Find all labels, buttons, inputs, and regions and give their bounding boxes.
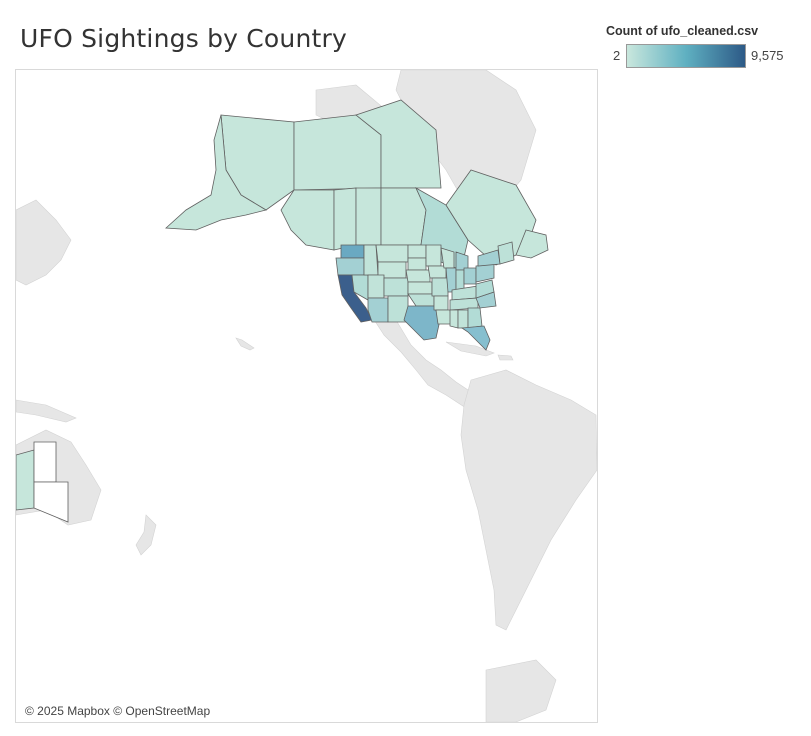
state-new-england xyxy=(497,241,515,265)
map-canvas[interactable] xyxy=(16,70,597,722)
land-indonesia xyxy=(16,399,77,423)
chart-title: UFO Sightings by Country xyxy=(20,24,347,53)
state-virginia xyxy=(475,279,495,299)
land-asia xyxy=(16,199,72,286)
state-missouri xyxy=(431,277,449,297)
region-saskatchewan xyxy=(355,187,382,246)
region-alberta xyxy=(333,187,357,251)
legend-scale: 2 9,575 xyxy=(606,44,811,68)
map-view[interactable]: © 2025 Mapbox © OpenStreetMap xyxy=(15,69,598,723)
region-nunavut xyxy=(355,99,442,189)
region-australia-sa xyxy=(33,481,69,523)
legend-max-label: 9,575 xyxy=(751,48,784,63)
region-australia xyxy=(16,441,69,523)
state-utah xyxy=(367,274,385,299)
state-illinois xyxy=(445,267,457,293)
land-cuba xyxy=(445,341,495,357)
color-legend: Count of ufo_cleaned.csv 2 9,575 xyxy=(606,24,806,68)
state-montana xyxy=(375,244,409,263)
state-arkansas xyxy=(433,295,449,311)
state-colorado xyxy=(383,277,409,297)
land-antarctica xyxy=(485,659,557,722)
state-mississippi xyxy=(449,309,459,329)
state-texas xyxy=(403,305,441,341)
state-nebraska xyxy=(405,269,431,283)
state-michigan xyxy=(455,251,469,271)
region-bc xyxy=(280,189,335,251)
state-pennsylvania xyxy=(475,263,495,283)
state-oklahoma xyxy=(407,293,435,307)
region-canada xyxy=(165,99,549,271)
map-attribution: © 2025 Mapbox © OpenStreetMap xyxy=(20,703,216,719)
legend-min-label: 2 xyxy=(613,48,621,63)
state-idaho xyxy=(363,244,379,276)
state-kansas xyxy=(407,281,433,295)
state-ohio xyxy=(463,267,477,285)
land-hispaniola xyxy=(497,354,514,361)
state-north-dakota xyxy=(407,244,427,259)
land-hawaii xyxy=(235,337,255,351)
region-nwt xyxy=(293,114,382,191)
region-alaska xyxy=(165,114,268,231)
state-washington xyxy=(340,244,365,259)
state-wisconsin xyxy=(440,247,455,269)
legend-gradient-bar xyxy=(626,44,746,68)
land-south-america xyxy=(460,369,597,631)
region-atlantic xyxy=(515,229,549,259)
land-new-zealand xyxy=(135,514,157,556)
state-iowa xyxy=(427,265,447,279)
state-alabama xyxy=(457,309,469,329)
state-indiana xyxy=(455,269,465,291)
state-south-dakota xyxy=(407,257,427,271)
region-australia-nt xyxy=(33,441,57,483)
state-florida xyxy=(460,325,491,351)
region-australia-wa xyxy=(16,449,35,511)
region-manitoba xyxy=(380,187,427,246)
legend-title: Count of ufo_cleaned.csv xyxy=(606,24,759,38)
state-georgia xyxy=(467,307,483,329)
state-minnesota xyxy=(425,244,442,267)
state-oregon xyxy=(335,257,365,276)
region-usa xyxy=(335,241,515,351)
state-arizona xyxy=(367,297,389,323)
